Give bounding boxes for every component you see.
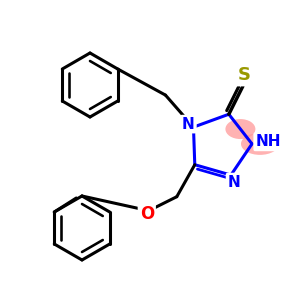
Text: S: S — [237, 66, 250, 84]
Text: NH: NH — [255, 134, 281, 149]
Ellipse shape — [225, 119, 255, 139]
Text: N: N — [228, 175, 240, 190]
Text: N: N — [182, 117, 195, 132]
Ellipse shape — [241, 133, 279, 155]
Text: O: O — [140, 205, 154, 223]
